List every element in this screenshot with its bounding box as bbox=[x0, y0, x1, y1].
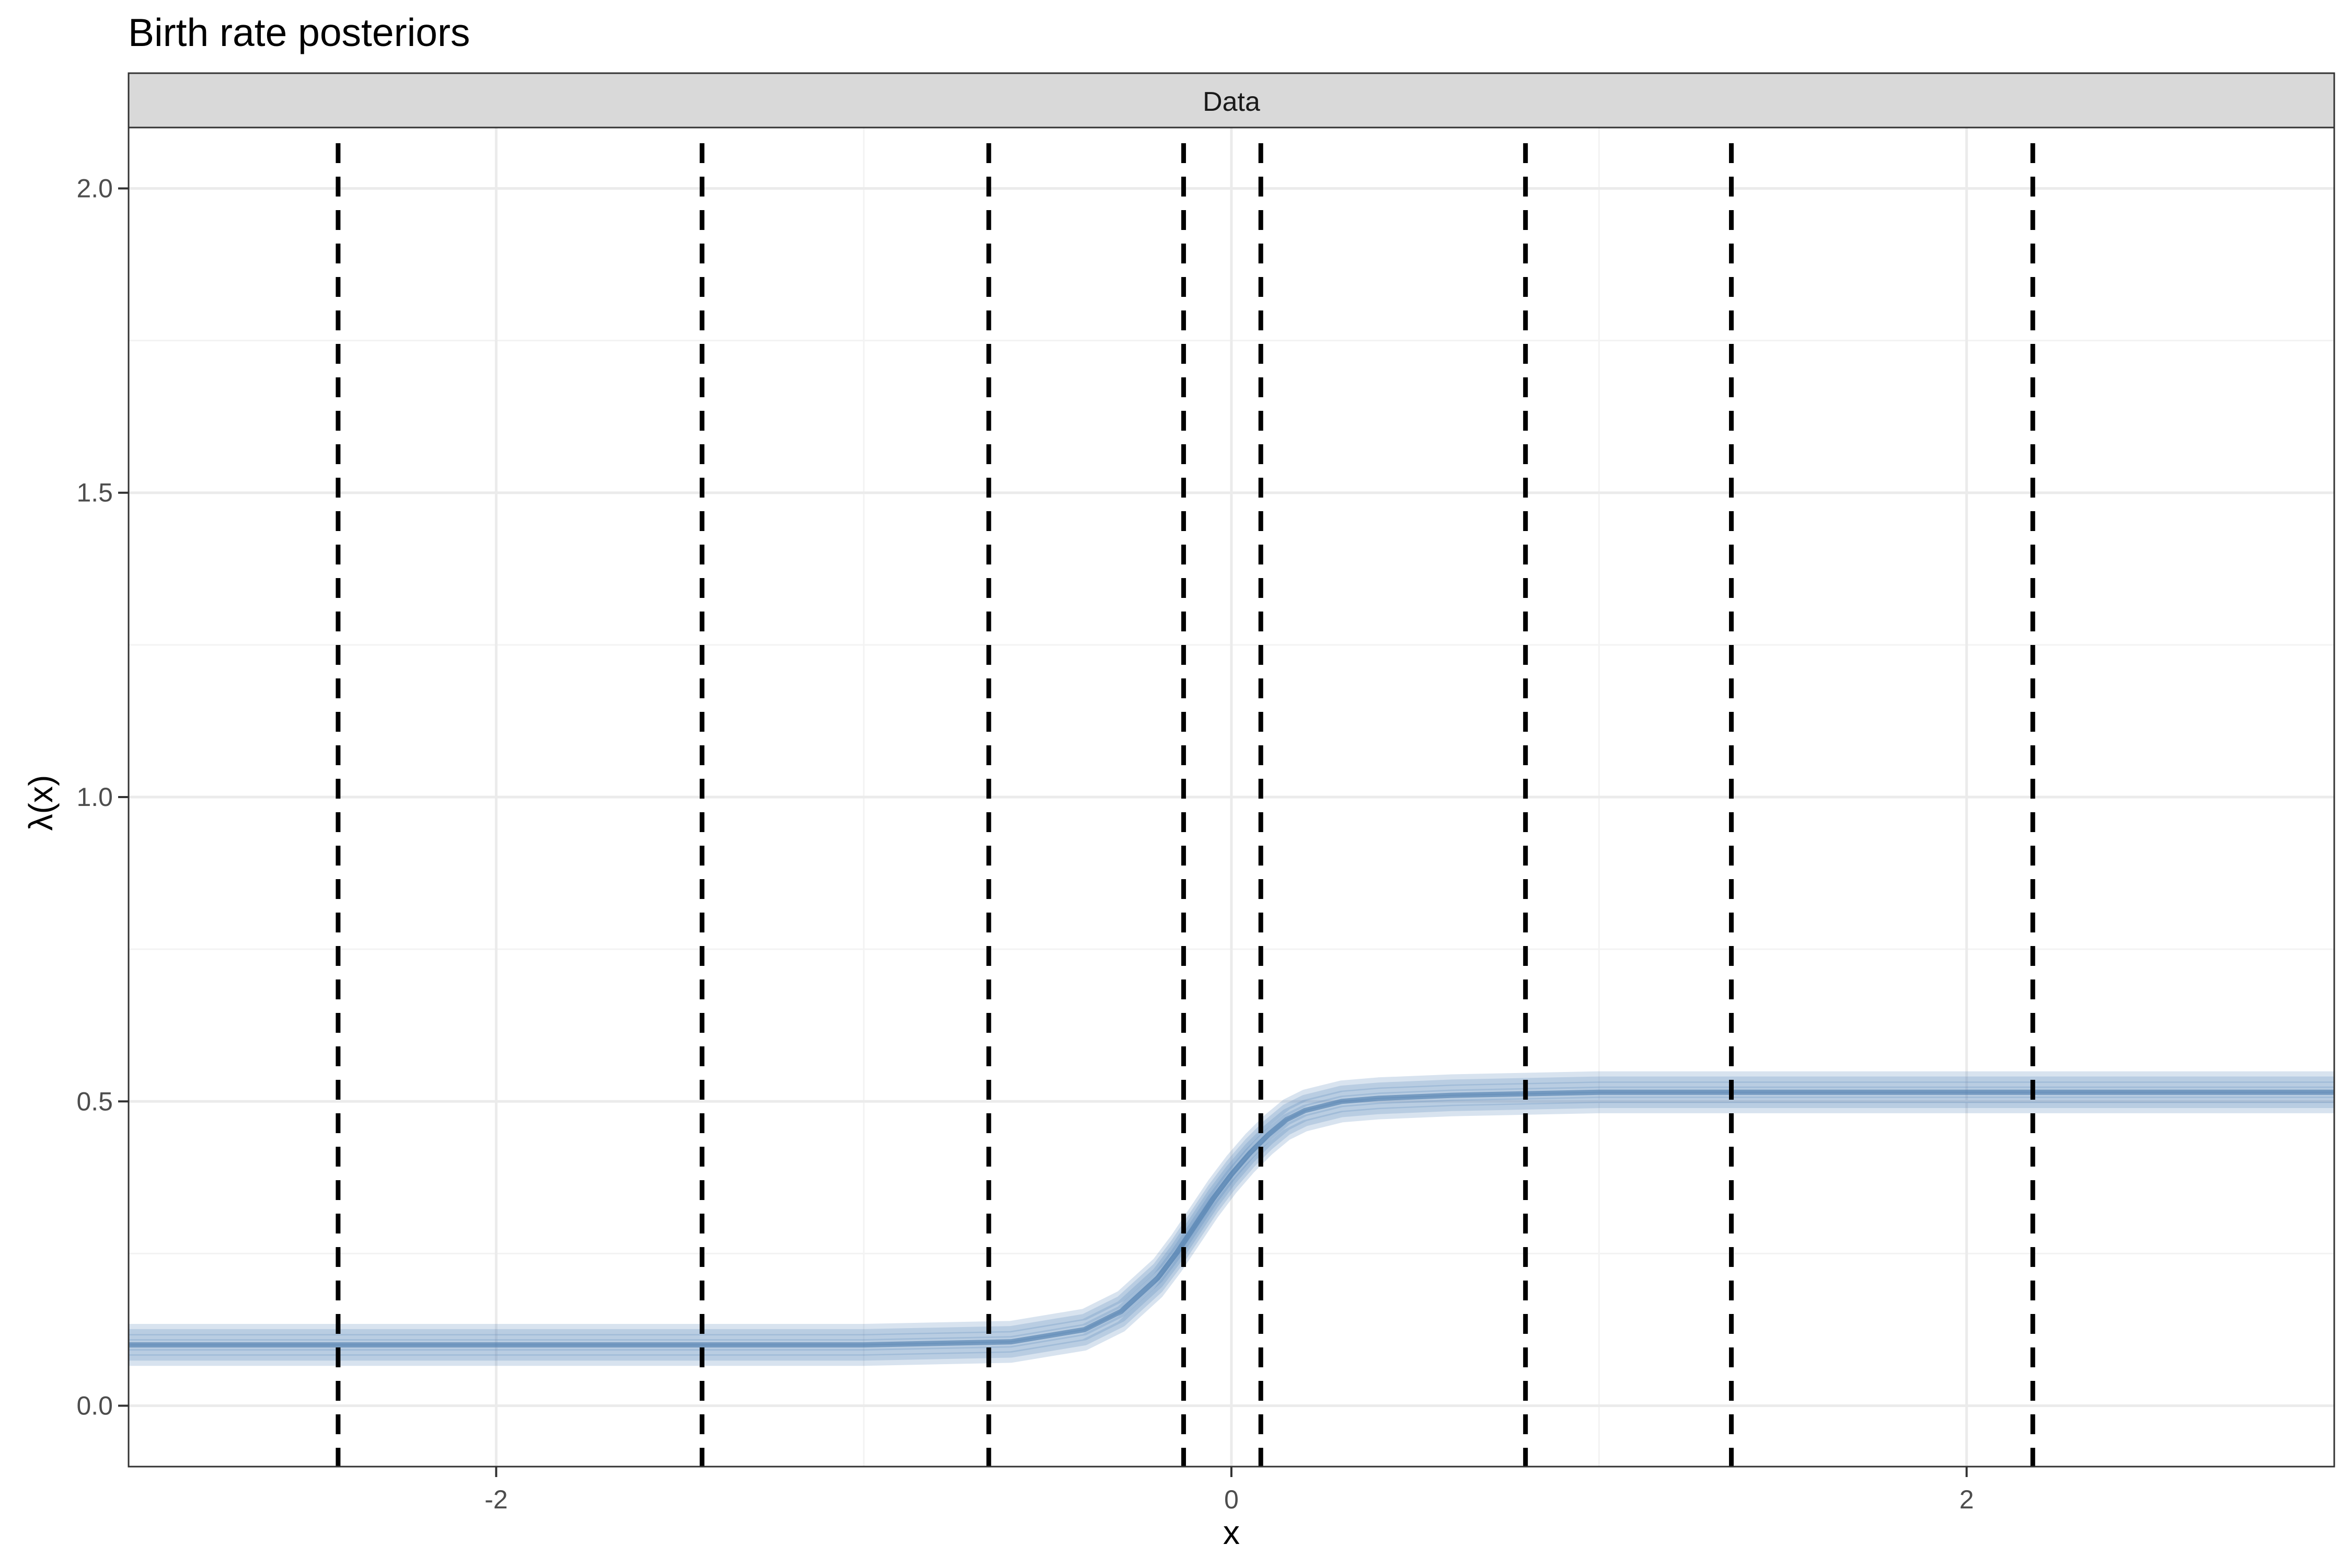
x-axis-title: x bbox=[1223, 1514, 1240, 1551]
plot-panel bbox=[128, 126, 2335, 1468]
x-axis-ticks: -2 0 2 bbox=[485, 1467, 1974, 1514]
posterior-sample-line bbox=[129, 1097, 2334, 1361]
posterior-sample-line bbox=[129, 1101, 2334, 1366]
x-tick-label: 0 bbox=[1224, 1485, 1239, 1514]
y-axis-title: λ(x) bbox=[22, 775, 60, 831]
y-tick-label: 0.5 bbox=[76, 1087, 113, 1116]
x-tick-label: -2 bbox=[485, 1485, 508, 1514]
posterior-sample-line bbox=[129, 1081, 2334, 1346]
posterior-sample-line bbox=[129, 1091, 2334, 1356]
chart-title: Birth rate posteriors bbox=[128, 10, 470, 54]
x-tick-label: 2 bbox=[1959, 1485, 1974, 1514]
y-axis-ticks: 0.0 0.5 1.0 1.5 2.0 bbox=[76, 174, 129, 1421]
vertical-lines bbox=[336, 143, 2035, 1467]
y-tick-label: 1.5 bbox=[76, 478, 113, 508]
grid-major bbox=[129, 128, 2334, 1467]
facet-label: Data bbox=[1203, 87, 1260, 117]
y-tick-label: 1.0 bbox=[76, 782, 113, 812]
posterior-center-line bbox=[129, 1089, 2334, 1348]
posterior-sample-line bbox=[129, 1071, 2334, 1335]
facet-strip bbox=[128, 72, 2335, 129]
y-tick-label: 2.0 bbox=[76, 174, 113, 203]
posterior-band bbox=[129, 1071, 2334, 1366]
posterior-sample-line bbox=[129, 1076, 2334, 1341]
y-tick-label: 0.0 bbox=[76, 1391, 113, 1421]
